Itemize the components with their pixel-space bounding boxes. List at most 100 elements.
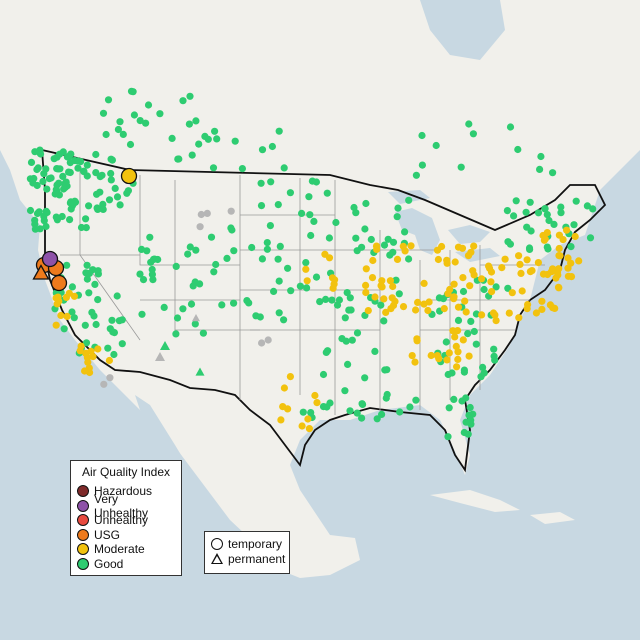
monitor-marker [564, 272, 573, 280]
monitor-marker [505, 309, 513, 317]
monitor-marker [543, 270, 552, 279]
monitor-marker [186, 243, 194, 251]
monitor-marker [448, 369, 456, 377]
monitor-marker [378, 283, 386, 291]
monitor-marker [466, 282, 474, 290]
monitor-marker [557, 203, 565, 211]
monitor-marker [83, 161, 91, 169]
monitor-marker [380, 295, 388, 303]
monitor-marker [192, 246, 200, 254]
monitor-marker [342, 337, 350, 345]
monitor-marker [34, 164, 42, 172]
state-lines [60, 170, 545, 415]
monitor-marker [107, 176, 115, 184]
monitor-marker [144, 101, 153, 109]
monitor-marker [33, 209, 42, 218]
monitor-marker [478, 275, 486, 283]
monitor-marker [543, 229, 551, 237]
monitor-marker [492, 283, 500, 291]
monitor-marker [63, 261, 71, 269]
monitor-marker [65, 168, 73, 176]
monitor-marker [427, 351, 435, 360]
legend-item-usg: USG [77, 528, 175, 543]
monitor-marker [302, 265, 310, 273]
monitor-marker [555, 244, 563, 253]
monitor-marker [515, 314, 523, 322]
monitor-marker [479, 363, 487, 371]
monitor-marker [81, 321, 89, 329]
monitor-marker [465, 120, 473, 128]
monitor-marker [450, 395, 458, 403]
monitor-marker [383, 366, 391, 374]
monitor-marker [550, 220, 558, 228]
monitor-marker [322, 348, 330, 356]
monitor-marker [514, 145, 522, 154]
monitor-marker [139, 276, 148, 284]
monitor-marker [361, 374, 369, 382]
monitor-marker [557, 209, 565, 217]
monitor-marker [284, 264, 292, 272]
monitor-marker [275, 127, 283, 135]
monitor-marker [102, 130, 110, 139]
monitor-marker [462, 418, 470, 426]
usg-swatch [77, 528, 89, 541]
monitor-marker [218, 301, 226, 309]
monitor-marker [123, 189, 131, 197]
monitor-marker [412, 396, 420, 404]
monitor-marker [310, 217, 318, 225]
monitor-marker [42, 222, 50, 231]
monitor-marker [110, 329, 118, 337]
monitor-marker [57, 311, 65, 320]
monitor-marker [142, 119, 150, 127]
monitor-marker [383, 390, 391, 399]
monitor-marker [543, 211, 551, 219]
monitor-marker [371, 293, 379, 301]
monitor-marker [458, 397, 466, 405]
monitor-marker [414, 298, 422, 306]
monitor-marker [305, 193, 313, 201]
hazardous-swatch [77, 485, 89, 498]
monitor-marker [113, 292, 121, 300]
monitor-marker [126, 140, 135, 149]
monitor-marker [451, 258, 459, 266]
legend-label: permanent [228, 551, 286, 566]
monitor-marker [418, 131, 426, 140]
monitor-marker [445, 404, 453, 412]
monitor-marker [306, 211, 314, 219]
monitor-marker [58, 212, 66, 221]
great-lakes [388, 190, 500, 262]
monitor-marker [149, 276, 157, 284]
monitor-marker [210, 268, 218, 276]
monitor-marker [373, 415, 381, 423]
monitor-marker [434, 255, 442, 264]
monitor-marker [99, 109, 108, 117]
monitor-marker [56, 150, 64, 158]
monitor-marker [583, 202, 592, 210]
moderate-swatch [77, 543, 89, 556]
monitor-marker [454, 348, 462, 356]
monitor-marker [108, 316, 116, 324]
monitor-marker [70, 292, 78, 300]
monitor-marker [445, 349, 453, 357]
monitor-sites [26, 87, 597, 441]
permanent-monitor-marker [192, 314, 200, 322]
monitor-marker [396, 408, 404, 416]
monitor-marker [504, 284, 512, 292]
monitor-marker [118, 340, 126, 348]
monitor-marker [509, 212, 518, 220]
monitor-marker [425, 298, 433, 306]
permanent-monitor-marker [160, 341, 170, 350]
monitor-marker [73, 157, 81, 165]
monitor-marker [326, 399, 334, 407]
monitor-marker [94, 267, 102, 275]
monitor-marker [345, 306, 353, 314]
monitor-marker [358, 400, 366, 408]
monitor-marker [85, 269, 93, 277]
monitor-marker [536, 165, 544, 173]
monitor-marker [39, 177, 47, 186]
monitor-marker [478, 311, 486, 319]
monitor-marker [382, 308, 390, 316]
monitor-marker [55, 297, 63, 305]
monitor-marker [270, 287, 278, 295]
